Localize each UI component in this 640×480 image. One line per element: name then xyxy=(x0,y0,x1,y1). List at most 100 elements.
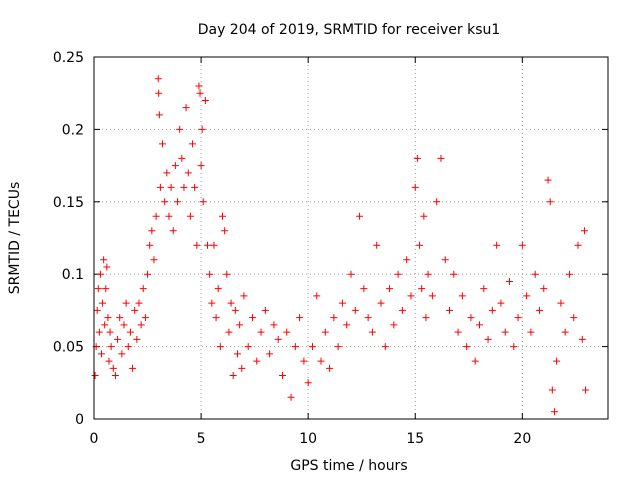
data-point xyxy=(201,96,209,104)
data-point xyxy=(561,328,569,336)
data-point xyxy=(257,328,265,336)
data-point xyxy=(165,212,173,220)
data-point xyxy=(122,299,130,307)
data-point xyxy=(356,212,364,220)
data-point xyxy=(413,154,421,162)
data-point xyxy=(221,227,229,235)
x-tick-label: 10 xyxy=(299,431,317,447)
data-point xyxy=(278,372,286,380)
data-point xyxy=(531,270,539,278)
data-point xyxy=(283,328,291,336)
data-point xyxy=(197,162,205,170)
data-point xyxy=(330,314,338,322)
data-point xyxy=(540,285,548,293)
data-point xyxy=(118,350,126,358)
data-point xyxy=(107,343,115,351)
y-tick-label: 0.15 xyxy=(53,195,84,211)
data-point xyxy=(422,314,430,322)
data-point xyxy=(97,350,105,358)
data-point xyxy=(467,314,475,322)
axis-ticks: 0 5 10 15 20 0 0.05 0.1 0.15 0.2 0.25 xyxy=(53,50,608,447)
data-point xyxy=(570,314,578,322)
data-point xyxy=(326,364,334,372)
data-point xyxy=(212,314,220,322)
data-point xyxy=(139,285,147,293)
data-point xyxy=(501,328,509,336)
data-point xyxy=(381,343,389,351)
data-point xyxy=(141,314,149,322)
data-point xyxy=(454,328,462,336)
data-point xyxy=(94,285,102,293)
data-point xyxy=(274,335,282,343)
data-point xyxy=(296,314,304,322)
data-point xyxy=(411,183,419,191)
x-tick-label: 20 xyxy=(513,431,531,447)
x-axis-label: GPS time / hours xyxy=(290,458,407,474)
data-point xyxy=(178,154,186,162)
data-point xyxy=(565,270,573,278)
data-point xyxy=(441,256,449,264)
data-point xyxy=(109,364,117,372)
data-points xyxy=(91,75,590,416)
y-tick-label: 0.25 xyxy=(53,50,84,66)
data-point xyxy=(95,328,103,336)
data-point xyxy=(343,321,351,329)
data-point xyxy=(270,321,278,329)
data-point xyxy=(480,285,488,293)
data-point xyxy=(398,306,406,314)
data-point xyxy=(418,285,426,293)
y-tick-label: 0 xyxy=(75,412,84,428)
data-point xyxy=(116,314,124,322)
data-point xyxy=(446,306,454,314)
data-point xyxy=(368,328,376,336)
data-point xyxy=(154,75,162,83)
data-point xyxy=(386,285,394,293)
data-point xyxy=(155,89,163,97)
data-point xyxy=(195,82,203,90)
data-point xyxy=(488,306,496,314)
data-point xyxy=(204,241,212,249)
chart-title: Day 204 of 2019, SRMTID for receiver ksu… xyxy=(198,22,501,38)
data-point xyxy=(171,162,179,170)
data-point xyxy=(184,169,192,177)
data-point xyxy=(155,111,163,119)
x-tick-label: 15 xyxy=(406,431,424,447)
data-point xyxy=(93,306,101,314)
data-point xyxy=(146,241,154,249)
data-point xyxy=(156,183,164,191)
data-point xyxy=(505,277,513,285)
data-point xyxy=(216,343,224,351)
data-point xyxy=(144,270,152,278)
data-point xyxy=(148,227,156,235)
data-point xyxy=(196,89,204,97)
data-point xyxy=(231,306,239,314)
data-point xyxy=(347,270,355,278)
data-point xyxy=(484,335,492,343)
data-point xyxy=(198,125,206,133)
data-point xyxy=(214,285,222,293)
x-tick-label: 0 xyxy=(90,431,99,447)
data-point xyxy=(407,292,415,300)
data-point xyxy=(424,270,432,278)
data-point xyxy=(535,306,543,314)
data-point xyxy=(210,241,218,249)
data-point xyxy=(394,270,402,278)
data-point xyxy=(167,183,175,191)
data-point xyxy=(334,343,342,351)
data-point xyxy=(199,198,207,206)
data-point xyxy=(244,343,252,351)
data-point xyxy=(182,104,190,112)
data-point xyxy=(96,270,104,278)
y-tick-label: 0.2 xyxy=(62,122,84,138)
data-point xyxy=(493,241,501,249)
data-point xyxy=(223,270,231,278)
data-point xyxy=(497,299,505,307)
data-point xyxy=(416,241,424,249)
data-point xyxy=(219,212,226,220)
data-point xyxy=(176,125,184,133)
data-point xyxy=(169,227,177,235)
data-point xyxy=(114,335,122,343)
y-tick-label: 0.05 xyxy=(53,340,84,356)
data-point xyxy=(317,357,325,365)
data-point xyxy=(557,299,565,307)
